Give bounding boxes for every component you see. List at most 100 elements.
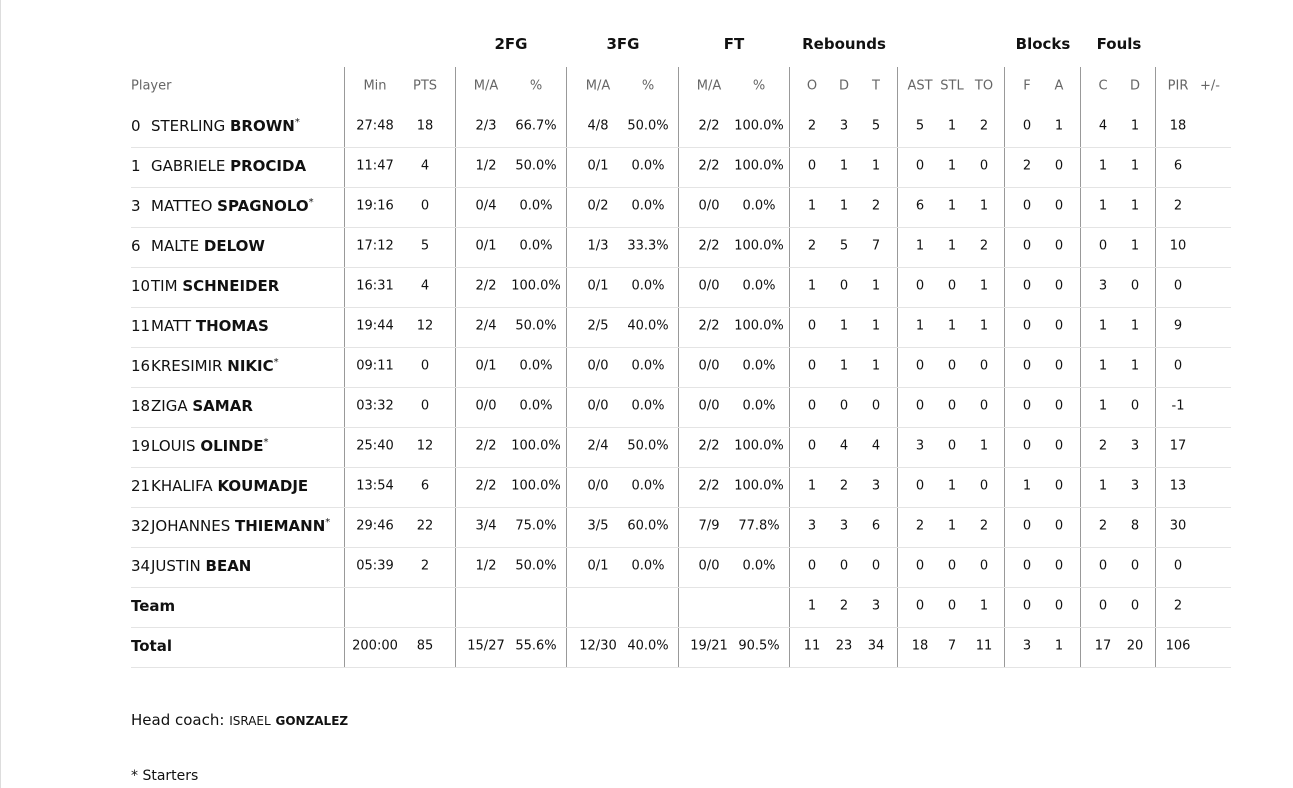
- starter-mark: *: [273, 357, 279, 368]
- column-header: %: [641, 78, 655, 94]
- column-header: TO: [974, 78, 994, 94]
- column-header: M/A: [585, 78, 611, 94]
- stat-cell: 3: [871, 598, 881, 614]
- player-name: 1 GABRIELE PROCIDA: [131, 157, 306, 175]
- stat-cell: 1: [915, 238, 925, 254]
- stat-cell: 03:32: [356, 398, 394, 414]
- column-divider: [897, 67, 898, 667]
- starter-mark: *: [308, 197, 314, 208]
- coach-first: ISRAEL: [229, 714, 271, 728]
- stat-cell: 0: [420, 358, 430, 374]
- stat-cell: 5: [420, 238, 430, 254]
- stat-cell: 0: [947, 438, 957, 454]
- column-header: F: [1023, 78, 1031, 94]
- stat-cell: 17: [1094, 638, 1112, 654]
- stat-cell: 77.8%: [738, 518, 780, 534]
- stat-cell: 3: [915, 438, 925, 454]
- stat-cell: 0/1: [587, 278, 609, 294]
- stat-cell: 0: [1022, 558, 1032, 574]
- stat-cell: 20: [1126, 638, 1144, 654]
- stat-cell: 19/21: [690, 638, 728, 654]
- row-divider: [131, 667, 1231, 668]
- row-divider: [131, 387, 1231, 388]
- stat-cell: 0: [915, 598, 925, 614]
- stat-cell: 2: [807, 118, 817, 134]
- stat-cell: 0: [979, 398, 989, 414]
- stat-cell: 0: [807, 558, 817, 574]
- stat-cell: 0: [915, 358, 925, 374]
- stat-cell: 0.0%: [631, 478, 665, 494]
- column-header: C: [1098, 78, 1108, 94]
- stat-cell: 50.0%: [515, 158, 557, 174]
- group-header: 2FG: [494, 35, 528, 53]
- stat-cell: 1: [807, 198, 817, 214]
- stat-cell: 0: [420, 398, 430, 414]
- player-first: JUSTIN: [151, 557, 201, 575]
- player-number: 34: [131, 557, 151, 575]
- stat-cell: 3: [1130, 438, 1140, 454]
- stat-cell: 0: [1022, 118, 1032, 134]
- row-divider: [131, 427, 1231, 428]
- stat-cell: 1: [839, 318, 849, 334]
- column-header: Player: [131, 78, 172, 94]
- stat-cell: 0: [947, 558, 957, 574]
- stat-cell: 13: [1169, 478, 1187, 494]
- stat-cell: 1: [1098, 198, 1108, 214]
- stat-cell: 1: [947, 318, 957, 334]
- column-divider: [1080, 67, 1081, 667]
- stat-cell: 5: [839, 238, 849, 254]
- player-first: TIM: [151, 277, 178, 295]
- stat-cell: 1: [839, 358, 849, 374]
- stat-cell: 1: [947, 118, 957, 134]
- stat-cell: 1: [1130, 158, 1140, 174]
- stat-cell: 17:12: [356, 238, 394, 254]
- player-last: SPAGNOLO: [217, 197, 309, 215]
- stat-cell: 0: [839, 558, 849, 574]
- stat-cell: 2: [839, 598, 849, 614]
- group-header: 3FG: [606, 35, 640, 53]
- stat-cell: 0/0: [475, 398, 497, 414]
- stat-cell: 0.0%: [742, 558, 776, 574]
- stat-cell: 0: [807, 358, 817, 374]
- player-last: NIKIC: [227, 357, 274, 375]
- stat-cell: 05:39: [356, 558, 394, 574]
- stat-cell: 18: [1169, 118, 1187, 134]
- stat-cell: 0.0%: [519, 358, 553, 374]
- stat-cell: 30: [1169, 518, 1187, 534]
- player-name: 10TIM SCHNEIDER: [131, 277, 279, 295]
- stat-cell: 0.0%: [742, 278, 776, 294]
- stat-cell: -1: [1171, 398, 1185, 414]
- stat-cell: 34: [867, 638, 885, 654]
- stat-cell: 3/4: [475, 518, 497, 534]
- stat-cell: 18: [911, 638, 929, 654]
- stat-cell: 0.0%: [519, 238, 553, 254]
- player-first: KRESIMIR: [151, 357, 223, 375]
- column-header: O: [806, 78, 818, 94]
- stat-cell: 2: [1022, 158, 1032, 174]
- column-header: +/-: [1200, 78, 1220, 94]
- player-first: KHALIFA: [151, 477, 213, 495]
- stat-cell: 2: [807, 238, 817, 254]
- row-label: Total: [131, 637, 172, 655]
- player-number: 21: [131, 477, 151, 495]
- column-header: T: [872, 78, 880, 94]
- group-header: Rebounds: [802, 35, 886, 53]
- player-last: THIEMANN: [235, 517, 326, 535]
- stat-cell: 0: [1022, 318, 1032, 334]
- stat-cell: 0/0: [698, 198, 720, 214]
- stat-cell: 2: [979, 238, 989, 254]
- column-divider: [1155, 67, 1156, 667]
- player-number: 18: [131, 397, 151, 415]
- stat-cell: 0/4: [475, 198, 497, 214]
- stat-cell: 0: [871, 398, 881, 414]
- column-header: %: [529, 78, 543, 94]
- stat-cell: 1: [1098, 398, 1108, 414]
- stat-cell: 0: [1022, 398, 1032, 414]
- stat-cell: 0/1: [475, 238, 497, 254]
- stat-cell: 100.0%: [734, 478, 784, 494]
- stat-cell: 0: [1054, 598, 1064, 614]
- stat-cell: 1: [807, 278, 817, 294]
- coach-last: GONZALEZ: [275, 714, 349, 728]
- stat-cell: 1: [1098, 318, 1108, 334]
